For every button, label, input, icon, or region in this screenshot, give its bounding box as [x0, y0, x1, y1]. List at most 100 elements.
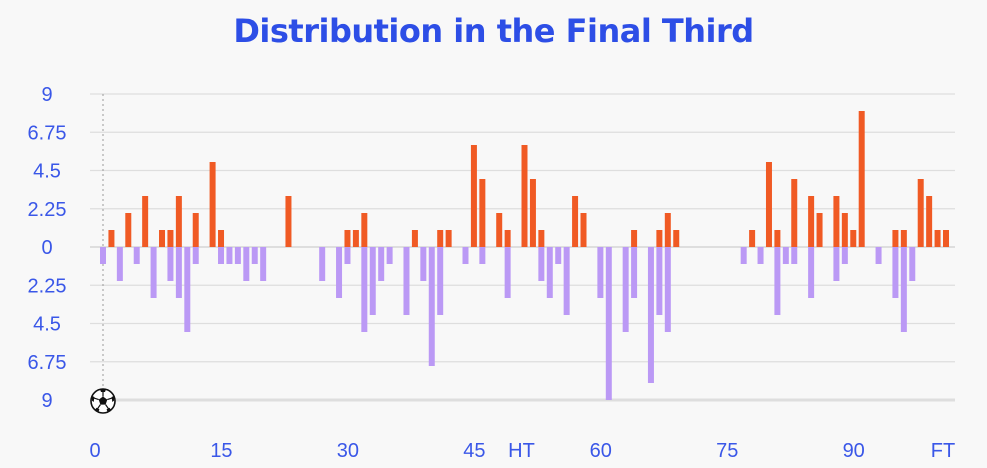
x-tick-label: 15	[210, 440, 232, 462]
bar-positive	[159, 230, 166, 247]
bar-positive	[142, 196, 149, 247]
bar-negative	[369, 247, 376, 315]
bar-negative	[226, 247, 233, 264]
bar-positive	[479, 179, 486, 247]
bar-positive	[192, 213, 199, 247]
bar-negative	[386, 247, 393, 264]
bar-positive	[529, 179, 536, 247]
bar-positive	[108, 230, 115, 247]
bar-negative	[260, 247, 267, 281]
bar-positive	[352, 230, 359, 247]
bar-positive	[580, 213, 587, 247]
bar-positive	[791, 179, 798, 247]
bar-negative	[892, 247, 899, 298]
bar-positive	[816, 213, 823, 247]
y-tick-label: 0	[41, 237, 52, 259]
bar-negative	[234, 247, 241, 264]
bar-negative	[647, 247, 654, 383]
bar-negative	[597, 247, 604, 298]
bar-positive	[411, 230, 418, 247]
bar-negative	[116, 247, 123, 281]
bar-negative	[462, 247, 469, 264]
bar-negative	[420, 247, 427, 281]
bar-positive	[285, 196, 292, 247]
bar-negative	[563, 247, 570, 315]
bar-positive	[470, 145, 477, 247]
bar-negative	[319, 247, 326, 281]
bar-positive	[774, 230, 781, 247]
bar-negative	[251, 247, 258, 264]
bar-negative	[133, 247, 140, 264]
bar-positive	[218, 230, 225, 247]
bar-negative	[378, 247, 385, 281]
bar-positive	[917, 179, 924, 247]
bar-negative	[900, 247, 907, 332]
bar-positive	[496, 213, 503, 247]
bar-negative	[100, 247, 106, 264]
bar-negative	[631, 247, 638, 298]
x-tick-label: 90	[843, 440, 865, 462]
y-tick-label: 2.25	[28, 199, 67, 221]
bar-negative	[808, 247, 815, 298]
bar-negative	[504, 247, 511, 298]
bar-positive	[943, 230, 949, 247]
period-label: FT	[931, 440, 955, 462]
bar-negative	[740, 247, 747, 264]
y-tick-label: 6.75	[28, 122, 67, 144]
bar-negative	[622, 247, 629, 332]
bar-positive	[209, 162, 216, 247]
period-label: HT	[508, 440, 535, 462]
bar-negative	[167, 247, 174, 281]
bar-positive	[344, 230, 351, 247]
bar-positive	[631, 230, 638, 247]
bar-positive	[504, 230, 511, 247]
bar-positive	[445, 230, 452, 247]
x-tick-label: 60	[590, 440, 612, 462]
bar-negative	[175, 247, 182, 298]
bar-negative	[656, 247, 663, 315]
bar-negative	[218, 247, 225, 264]
bar-positive	[167, 230, 174, 247]
x-axis-ticks: 0 15 30 45 60 75 90 HT FT	[89, 440, 955, 462]
bar-positive	[664, 213, 671, 247]
bar-negative	[782, 247, 789, 264]
bar-negative	[833, 247, 840, 281]
bar-positive	[175, 196, 182, 247]
bar-negative	[184, 247, 191, 332]
y-tick-label: 6.75	[28, 352, 67, 374]
bar-positive	[361, 213, 368, 247]
bar-positive	[808, 196, 815, 247]
y-axis-ticks: 9 6.75 4.5 2.25 0 2.25 4.5 6.75 9	[28, 84, 67, 412]
bar-positive	[934, 230, 941, 247]
bar-positive	[437, 230, 444, 247]
bar-negative	[791, 247, 798, 264]
bar-negative	[150, 247, 157, 298]
bar-positive	[521, 145, 528, 247]
bar-positive	[749, 230, 756, 247]
y-tick-label: 2.25	[28, 275, 67, 297]
y-tick-label: 4.5	[33, 161, 61, 183]
bar-negative	[774, 247, 781, 315]
bar-positive	[841, 213, 848, 247]
x-tick-label: 30	[337, 440, 359, 462]
bar-positive	[572, 196, 579, 247]
bar-negative	[192, 247, 199, 264]
x-tick-label: 45	[463, 440, 485, 462]
bar-negative	[361, 247, 368, 332]
bar-positive	[673, 230, 680, 247]
bar-negative	[664, 247, 671, 332]
bar-positive	[833, 196, 840, 247]
y-tick-label: 9	[41, 84, 52, 106]
bar-negative	[336, 247, 343, 298]
bar-positive	[656, 230, 663, 247]
x-tick-label: 75	[716, 440, 738, 462]
bar-negative	[909, 247, 916, 281]
soccer-ball-icon	[90, 388, 116, 414]
bar-positive	[892, 230, 899, 247]
bar-positive	[765, 162, 772, 247]
bar-negative	[757, 247, 764, 264]
bar-negative	[546, 247, 553, 298]
bar-negative	[555, 247, 562, 264]
bar-negative	[875, 247, 882, 264]
y-tick-label: 9	[41, 390, 52, 412]
